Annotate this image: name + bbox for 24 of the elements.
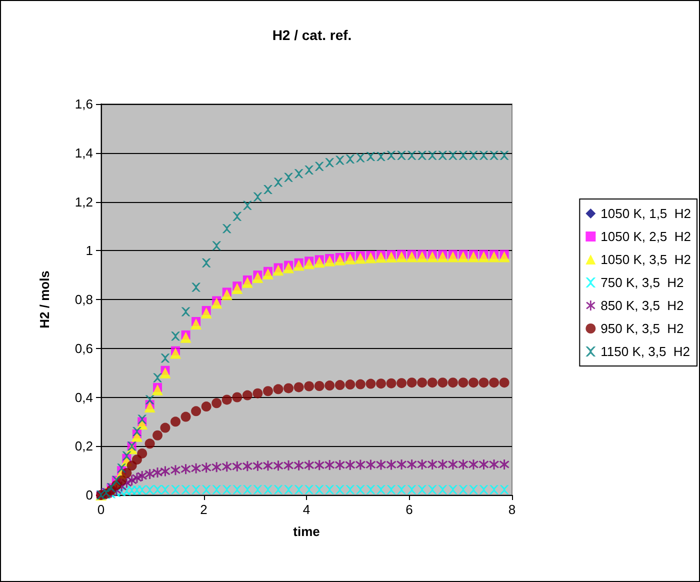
- y-tick-label: 1: [86, 243, 93, 258]
- x-tick-label: 2: [200, 502, 208, 517]
- x-tick-label: 6: [406, 502, 413, 517]
- y-tick-label: 1,4: [74, 145, 93, 160]
- y-axis-title: H2 / mols: [37, 270, 52, 328]
- legend-label: 1050 K, 2,5 H2: [600, 229, 692, 244]
- legend-label: 850 K, 3,5 H2: [600, 298, 684, 313]
- legend-label: 1050 K, 1,5 H2: [600, 206, 692, 221]
- y-tick-label: 0,6: [74, 340, 93, 356]
- y-tick-label: 1,2: [74, 194, 93, 210]
- x-tick-label: 0: [97, 502, 105, 517]
- legend-label: 1050 K, 3,5 H2: [600, 252, 692, 267]
- y-tick-label: 0,8: [74, 292, 93, 307]
- chart-title: H2 / cat. ref.: [272, 27, 352, 43]
- y-tick-label: 0,4: [74, 390, 93, 405]
- y-tick-label: 0,2: [74, 438, 93, 454]
- y-tick-label: 0: [86, 488, 93, 502]
- y-tick-label: 1,6: [74, 96, 93, 112]
- legend-label: 750 K, 3,5 H2: [600, 275, 684, 290]
- legend-label: 1150 K, 3,5 H2: [600, 344, 690, 359]
- x-tick-label: 4: [302, 502, 310, 517]
- x-axis-title: time: [293, 524, 320, 539]
- legend-label: 950 K, 3,5 H2: [600, 321, 684, 336]
- x-tick-label: 8: [508, 502, 516, 517]
